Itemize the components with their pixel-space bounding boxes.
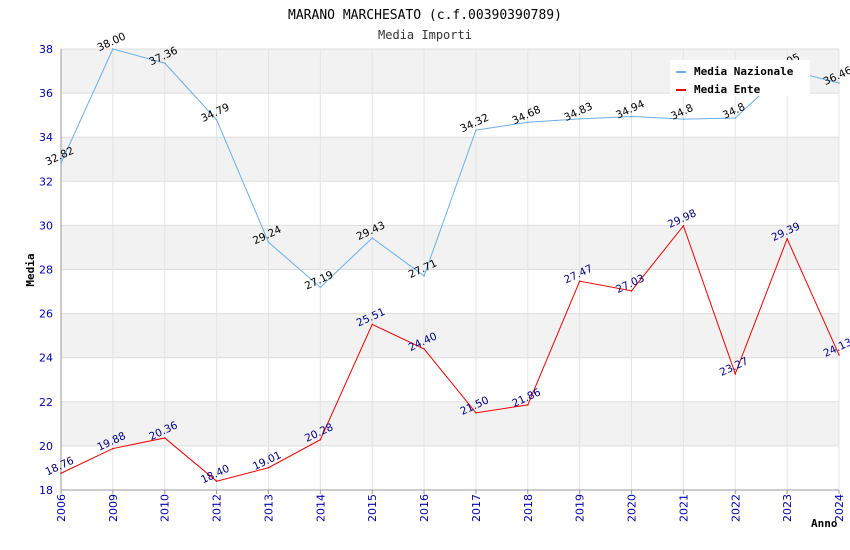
x-tick-label: 2018: [522, 494, 535, 522]
data-point-media-nazionale: [578, 118, 581, 120]
plot-band: [61, 269, 839, 314]
x-tick-label: 2022: [729, 494, 742, 522]
plot-band: [61, 445, 839, 490]
legend-label-media-ente: Media Ente: [694, 83, 761, 96]
plot-background-bands: [61, 49, 839, 490]
data-point-media-ente: [527, 404, 529, 406]
series-line-media-nazionale: [60, 48, 840, 289]
data-point-media-nazionale: [267, 241, 270, 243]
plot-band: [61, 357, 839, 402]
y-tick-label: 28: [39, 264, 53, 277]
data-point-media-nazionale: [319, 286, 322, 289]
x-tick-label: 2006: [55, 494, 68, 522]
data-point-media-nazionale: [682, 118, 685, 120]
data-point-media-ente: [371, 323, 374, 326]
plot-band: [61, 137, 839, 182]
y-tick-label: 24: [39, 352, 53, 365]
y-tick-label: 36: [39, 87, 53, 100]
x-tick-label: 2023: [781, 494, 794, 522]
data-point-media-ente: [630, 290, 633, 292]
legend-box: [670, 60, 810, 96]
x-tick-label: 2020: [626, 494, 639, 522]
legend: Media Nazionale Media Ente: [670, 60, 810, 96]
x-tick-label: 2024: [833, 494, 846, 522]
x-tick-label: 2014: [314, 494, 327, 522]
series-line-media-ente: [60, 224, 840, 482]
data-point-media-nazionale: [475, 129, 477, 131]
data-point-media-ente: [786, 238, 788, 240]
data-point-media-ente: [163, 437, 166, 439]
legend-label-media-nazionale: Media Nazionale: [694, 65, 794, 78]
data-point-media-ente: [215, 480, 218, 482]
data-point-media-ente: [267, 466, 270, 469]
data-point-media-nazionale: [112, 48, 114, 50]
data-point-media-nazionale: [423, 275, 425, 277]
x-tick-label: 2021: [677, 494, 690, 522]
x-axis-label: Anno: [811, 517, 838, 530]
x-tick-label: 2016: [418, 494, 431, 522]
data-point-media-ente: [475, 412, 477, 414]
y-tick-label: 30: [39, 219, 53, 232]
chart-subtitle: Media Importi: [378, 28, 472, 42]
plot-band: [61, 225, 839, 270]
x-tick-label: 2015: [366, 494, 379, 522]
x-tick-label: 2012: [211, 494, 224, 522]
data-point-media-nazionale: [527, 121, 529, 124]
y-tick-label: 34: [39, 131, 53, 144]
y-tick-label: 32: [39, 175, 53, 188]
x-tick-label: 2009: [107, 494, 120, 522]
data-point-media-ente: [682, 225, 685, 227]
data-point-media-ente: [60, 472, 62, 475]
data-point-media-nazionale: [60, 162, 62, 165]
data-point-media-nazionale: [630, 115, 633, 118]
series-lines: [60, 48, 840, 482]
data-point-media-nazionale: [215, 118, 218, 121]
data-point-media-ente: [734, 372, 737, 375]
data-point-media-nazionale: [163, 62, 166, 64]
y-tick-label: 18: [39, 484, 53, 497]
plot-band: [61, 93, 839, 138]
data-point-media-ente: [319, 438, 322, 441]
data-point-media-nazionale: [371, 237, 374, 239]
data-point-media-nazionale: [838, 82, 840, 84]
y-tick-label: 22: [39, 396, 53, 409]
y-tick-label: 38: [39, 43, 53, 56]
data-point-media-ente: [578, 280, 581, 282]
x-tick-label: 2017: [470, 494, 483, 522]
plot-band: [61, 401, 839, 446]
data-point-media-ente: [423, 348, 425, 350]
x-tick-label: 2010: [159, 494, 172, 522]
y-axis-label: Media: [24, 253, 37, 286]
y-tick-label: 26: [39, 308, 53, 321]
chart-title: MARANO MARCHESATO (c.f.00390390789): [288, 8, 562, 23]
data-point-media-nazionale: [734, 117, 737, 119]
plot-band: [61, 313, 839, 358]
axes: [60, 49, 840, 494]
data-point-media-ente: [838, 354, 840, 356]
x-tick-label: 2019: [574, 494, 587, 522]
data-point-media-ente: [112, 447, 114, 450]
y-tick-label: 20: [39, 440, 53, 453]
x-tick-label: 2013: [262, 494, 275, 522]
